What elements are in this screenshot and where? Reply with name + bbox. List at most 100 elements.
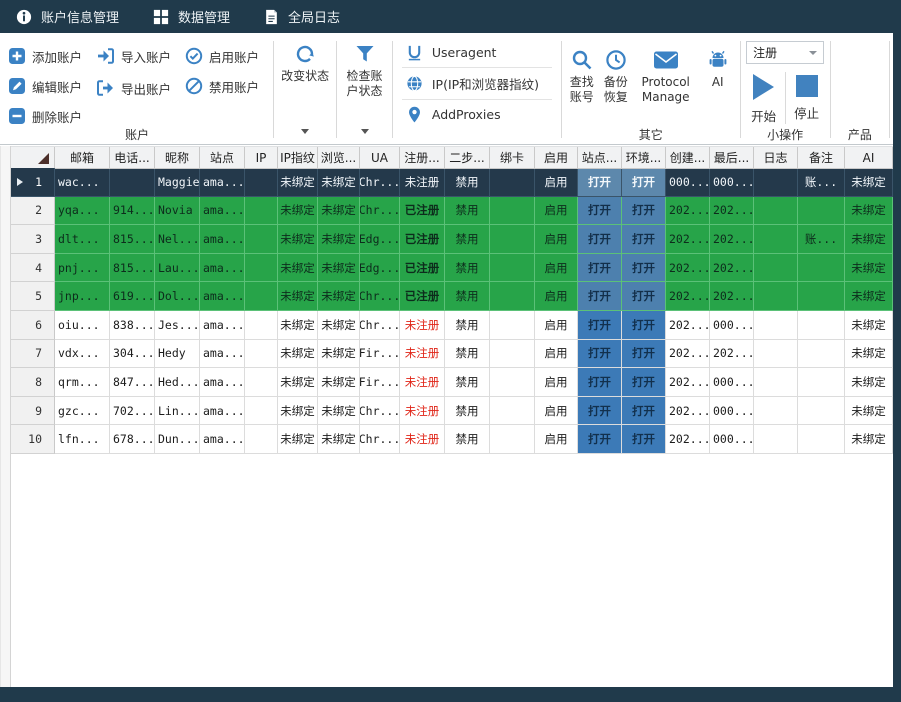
table-row[interactable]: 3 dlt... 815... Nel... ama... 未绑定 未绑定 Edg... 已注册… [11, 225, 893, 254]
column-header[interactable]: 二步... [445, 147, 490, 169]
backup-restore-button[interactable]: 备份恢复 [599, 41, 633, 105]
edit-account-button[interactable]: 编辑账户 [4, 71, 90, 101]
stop-button[interactable]: 停止 [787, 72, 827, 122]
open-button[interactable]: 打开 [622, 425, 666, 454]
column-header[interactable]: IP指纹 [278, 147, 318, 169]
cell-note: 账... [798, 225, 845, 254]
cell-log [754, 282, 798, 311]
row-number[interactable]: 3 [11, 225, 55, 254]
cell-ai: 未绑定 [845, 310, 893, 340]
cell-site: ama... [200, 396, 245, 426]
open-button[interactable]: 打开 [578, 310, 622, 340]
row-number[interactable]: 6 [11, 310, 55, 340]
open-button[interactable]: 打开 [622, 168, 666, 197]
row-number[interactable]: 1 [11, 168, 55, 197]
protocol-manage-button[interactable]: Protocol Manage [633, 41, 699, 105]
row-number[interactable]: 4 [11, 253, 55, 283]
open-button[interactable]: 打开 [622, 339, 666, 369]
row-number[interactable]: 2 [11, 196, 55, 226]
cell-ai: 未绑定 [845, 253, 893, 283]
cell-ai: 未绑定 [845, 168, 893, 197]
table-row[interactable]: 10 lfn... 678... Dun... ama... 未绑定 未绑定 Chr... 未注… [11, 425, 893, 454]
disable-account-button[interactable]: 禁用账户 [181, 71, 267, 101]
column-header[interactable]: 浏览... [318, 147, 360, 169]
add-account-button[interactable]: 添加账户 [4, 41, 90, 71]
useragent-button[interactable]: Useragent [401, 37, 552, 69]
row-number[interactable]: 9 [11, 396, 55, 426]
column-header[interactable]: 注册... [400, 147, 445, 169]
open-button[interactable]: 打开 [578, 339, 622, 369]
open-button[interactable]: 打开 [622, 368, 666, 397]
ai-button[interactable]: AI [699, 41, 737, 90]
dropdown-caret-icon[interactable] [301, 129, 310, 134]
column-header[interactable]: UA [360, 147, 400, 169]
add-proxies-button[interactable]: AddProxies [402, 100, 552, 130]
column-header[interactable]: 昵称 [155, 147, 200, 169]
column-header[interactable]: 环境... [622, 147, 666, 169]
column-header[interactable]: 日志 [754, 147, 798, 169]
row-number[interactable]: 7 [11, 339, 55, 369]
cell-register: 已注册 [400, 253, 445, 283]
corner-header[interactable] [11, 147, 55, 169]
start-button[interactable]: 开始 [744, 72, 784, 125]
open-button[interactable]: 打开 [622, 396, 666, 426]
row-number[interactable]: 10 [11, 425, 55, 454]
open-button[interactable]: 打开 [622, 225, 666, 254]
menu-global-log[interactable]: 全局日志 [264, 7, 340, 26]
column-header[interactable]: AI [845, 147, 893, 169]
column-header[interactable]: 绑卡 [490, 147, 535, 169]
table-row[interactable]: 2 yqa... 914... Novia ama... 未绑定 未绑定 Chr... 已注册禁… [11, 196, 893, 226]
cell-site: ama... [200, 339, 245, 369]
open-button[interactable]: 打开 [578, 396, 622, 426]
export-account-button[interactable]: 导出账户 [92, 73, 179, 103]
find-account-button[interactable]: 查找账号 [565, 41, 599, 105]
column-header[interactable]: IP [245, 147, 278, 169]
table-row[interactable]: 7 vdx... 304... Hedy ama... 未绑定 未绑定 Fir... 未注册 禁用… [11, 339, 893, 369]
open-button[interactable]: 打开 [578, 196, 622, 226]
cell-browser: 未绑定 [318, 196, 360, 226]
table-row[interactable]: 1 wac... Maggie ama... 未绑定 未绑定 Chr... 未注册 禁用 启用 打开… [11, 168, 893, 197]
corner-triangle-icon [38, 153, 49, 164]
column-header[interactable]: 创建... [666, 147, 710, 169]
open-button[interactable]: 打开 [622, 196, 666, 226]
column-header[interactable]: 电话... [110, 147, 155, 169]
open-button[interactable]: 打开 [578, 253, 622, 283]
open-button[interactable]: 打开 [622, 310, 666, 340]
open-button[interactable]: 打开 [578, 425, 622, 454]
cell-ua: Chr... [360, 168, 400, 197]
open-button[interactable]: 打开 [578, 225, 622, 254]
column-header[interactable]: 启用 [535, 147, 578, 169]
enable-account-button[interactable]: 启用账户 [181, 41, 267, 71]
column-header[interactable]: 邮箱 [55, 147, 110, 169]
ip-fingerprint-button[interactable]: IP(IP和浏览器指纹) [401, 68, 552, 100]
column-header[interactable]: 最后... [710, 147, 754, 169]
import-account-button[interactable]: 导入账户 [92, 41, 179, 71]
cell-twostep: 禁用 [445, 368, 490, 397]
open-button[interactable]: 打开 [578, 368, 622, 397]
menu-data-management[interactable]: 数据管理 [153, 7, 230, 26]
check-account-status-button[interactable]: 检查账户状态 [340, 35, 389, 144]
table-row[interactable]: 4 pnj... 815... Lau... ama... 未绑定 未绑定 Edg... 已注册… [11, 253, 893, 283]
table-row[interactable]: 6 oiu... 838... Jes... ama... 未绑定 未绑定 Chr... 未注册… [11, 310, 893, 340]
button-label: 添加账户 [32, 49, 83, 65]
column-header[interactable]: 站点 [200, 147, 245, 169]
button-label: 编辑账户 [32, 79, 83, 95]
table-row[interactable]: 8 qrm... 847... Hed... ama... 未绑定 未绑定 Fir... 未注册… [11, 368, 893, 397]
table-row[interactable]: 5 jnp... 619... Dol... ama... 未绑定 未绑定 Chr... 已注册… [11, 282, 893, 311]
open-button[interactable]: 打开 [578, 282, 622, 311]
delete-account-button[interactable]: 删除账户 [4, 101, 90, 131]
column-header[interactable]: 备注 [798, 147, 845, 169]
import-icon [98, 48, 115, 64]
dropdown-caret-icon[interactable] [360, 129, 369, 134]
table-row[interactable]: 9 gzc... 702... Lin... ama... 未绑定 未绑定 Chr... 未注册… [11, 396, 893, 426]
row-number[interactable]: 8 [11, 368, 55, 397]
menu-account-info[interactable]: 账户信息管理 [16, 7, 119, 26]
open-button[interactable]: 打开 [622, 282, 666, 311]
register-combobox[interactable]: 注册 [746, 41, 825, 64]
group-label-account: 账户 [125, 128, 150, 142]
row-number[interactable]: 5 [11, 282, 55, 311]
open-button[interactable]: 打开 [578, 168, 622, 197]
column-header[interactable]: 站点... [578, 147, 622, 169]
open-button[interactable]: 打开 [622, 253, 666, 283]
change-status-button[interactable]: 改变状态 [277, 35, 333, 144]
